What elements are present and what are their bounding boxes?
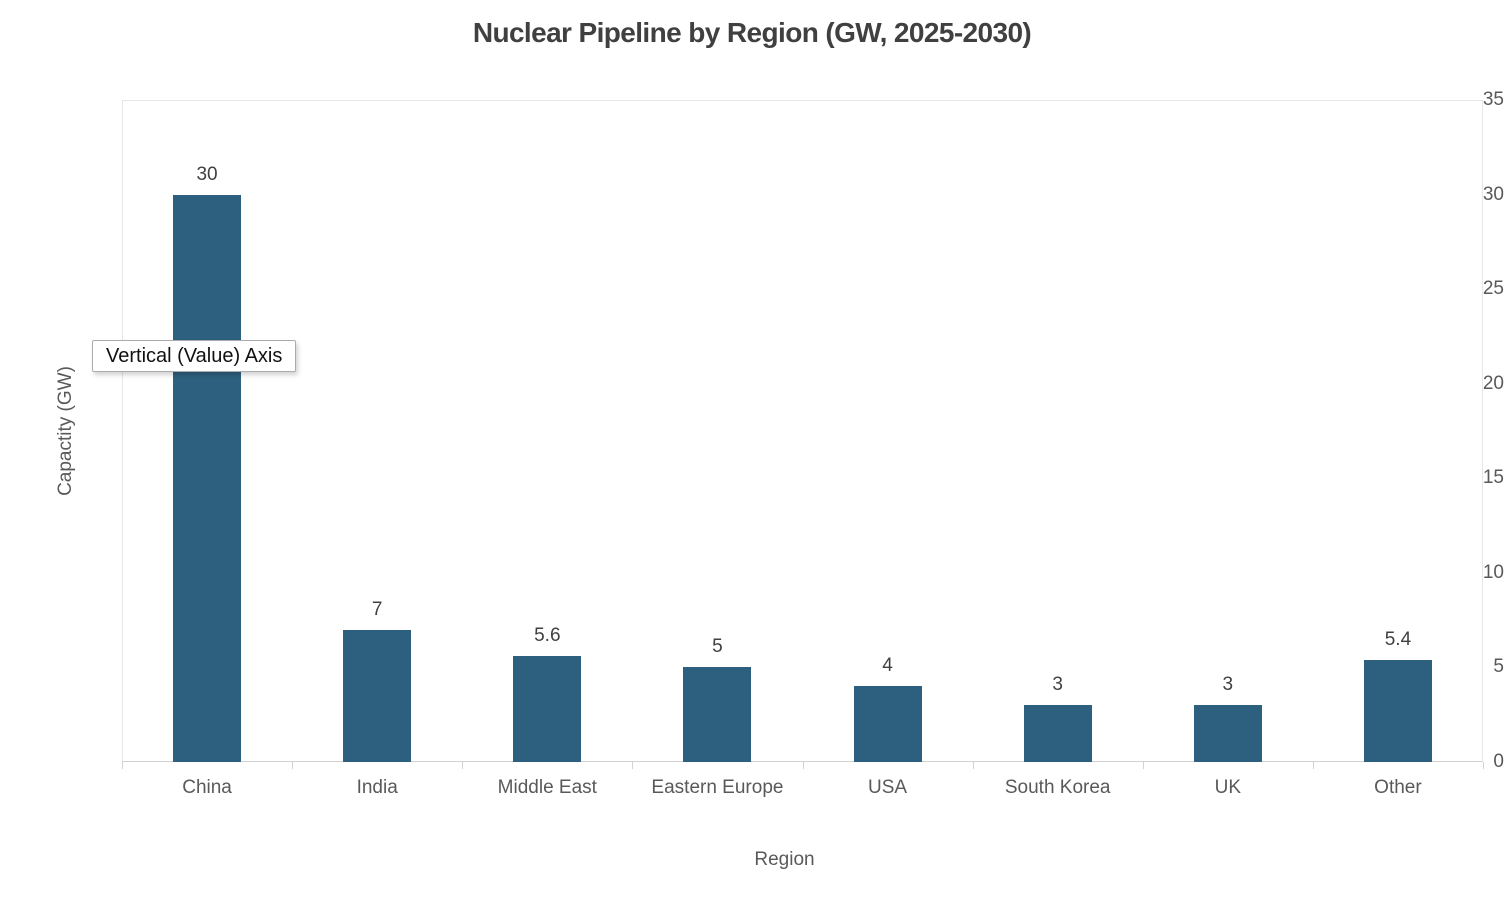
data-label: 5 (712, 636, 723, 658)
x-category-label: India (356, 777, 398, 798)
bar-middle-east[interactable] (513, 656, 582, 762)
data-label: 3 (1222, 674, 1234, 696)
x-axis-category-labels[interactable]: China India Middle East Eastern Europe USA So… (122, 777, 1483, 805)
data-label: 5.4 (1384, 628, 1412, 650)
data-label: 7 (371, 598, 383, 620)
x-category-label: China (182, 777, 232, 798)
data-label: 30 (196, 163, 218, 185)
y-tick-label: 30 (1482, 183, 1504, 205)
y-tick-label: 25 (1482, 278, 1504, 300)
data-label: 5.6 (534, 625, 561, 647)
x-category-label: USA (868, 777, 908, 798)
bar-series[interactable]: 30 7 5.6 5 4 3 3 5.4 (122, 100, 1483, 762)
bar-usa[interactable] (853, 686, 922, 762)
bar-other[interactable] (1363, 659, 1432, 762)
y-tick-label: 20 (1482, 372, 1504, 394)
x-axis-tick (122, 762, 123, 769)
x-axis-tick (1142, 762, 1144, 769)
x-axis-tick (972, 762, 974, 769)
x-category-label: Eastern Europe (651, 777, 784, 798)
data-label: 4 (882, 655, 893, 677)
y-tick-label: 0 (1493, 751, 1504, 772)
axis-hover-tooltip: Vertical (Value) Axis (92, 340, 297, 372)
y-tick-label: 35 (1482, 89, 1504, 110)
x-axis-tick (1312, 762, 1314, 769)
y-tick-label: 15 (1482, 467, 1504, 489)
bar-china[interactable] (173, 194, 242, 762)
x-category-label: UK (1214, 777, 1242, 798)
y-tick-label: 10 (1482, 561, 1504, 583)
y-axis-title[interactable]: Capactity (GW) (55, 366, 76, 496)
chart-title[interactable]: Nuclear Pipeline by Region (GW, 2025-203… (472, 17, 1032, 48)
bar-india[interactable] (343, 629, 412, 762)
x-axis-tick (462, 762, 464, 769)
data-label: 3 (1052, 674, 1063, 696)
y-tick-label: 5 (1493, 656, 1504, 678)
x-axis-tick (292, 762, 294, 769)
x-axis-title[interactable]: Region (754, 849, 815, 870)
x-axis-tick (802, 762, 804, 769)
x-category-label: Other (1374, 777, 1422, 798)
bar-uk[interactable] (1193, 705, 1262, 762)
x-category-label: South Korea (1004, 777, 1111, 798)
x-axis-tick (1483, 762, 1484, 769)
x-category-label: Middle East (497, 777, 597, 798)
x-axis-tick (632, 762, 634, 769)
bar-eastern-europe[interactable] (683, 667, 752, 762)
bar-south-korea[interactable] (1023, 705, 1092, 762)
